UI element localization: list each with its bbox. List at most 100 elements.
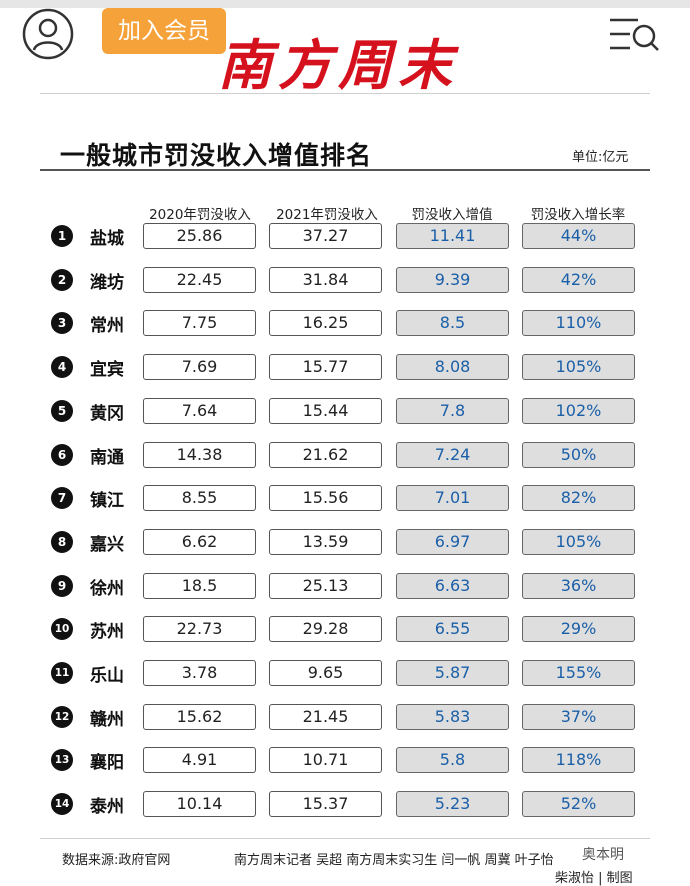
rank-badge: 4 (51, 356, 73, 378)
cell-rate: 102% (522, 398, 635, 424)
cell-y2021: 29.28 (269, 616, 382, 642)
cell-y2021: 15.56 (269, 485, 382, 511)
cell-increase: 5.23 (396, 791, 509, 817)
cell-y2021: 15.77 (269, 354, 382, 380)
cell-rate: 29% (522, 616, 635, 642)
cell-rate: 82% (522, 485, 635, 511)
data-source: 数据来源:政府官网 (62, 853, 171, 868)
rank-badge: 1 (51, 225, 73, 247)
cell-y2020: 7.69 (143, 354, 256, 380)
cell-y2021: 37.27 (269, 223, 382, 249)
cell-y2020: 4.91 (143, 747, 256, 773)
cell-increase: 6.97 (396, 529, 509, 555)
column-header-increase: 罚没收入增值 (411, 207, 493, 223)
rank-badge: 2 (51, 269, 73, 291)
cell-y2021: 21.45 (269, 704, 382, 730)
cell-y2021: 10.71 (269, 747, 382, 773)
cell-rate: 105% (522, 529, 635, 555)
cell-y2020: 7.75 (143, 310, 256, 336)
cell-rate: 118% (522, 747, 635, 773)
join-member-button[interactable]: 加入会员 (102, 8, 226, 54)
cell-y2021: 25.13 (269, 573, 382, 599)
rank-badge: 6 (51, 444, 73, 466)
city-name: 黄冈 (90, 404, 124, 424)
cell-rate: 42% (522, 267, 635, 293)
cell-y2020: 7.64 (143, 398, 256, 424)
rank-badge: 7 (51, 487, 73, 509)
cell-rate: 110% (522, 310, 635, 336)
rank-badge: 13 (51, 749, 73, 771)
cell-increase: 7.8 (396, 398, 509, 424)
table-title: 一般城市罚没收入增值排名 (60, 141, 373, 170)
cell-y2021: 16.25 (269, 310, 382, 336)
cell-increase: 6.63 (396, 573, 509, 599)
column-header-2020: 2020年罚没收入 (149, 207, 251, 223)
cell-increase: 8.5 (396, 310, 509, 336)
cell-rate: 155% (522, 660, 635, 686)
city-name: 泰州 (90, 797, 124, 817)
rank-badge: 5 (51, 400, 73, 422)
cell-y2020: 15.62 (143, 704, 256, 730)
watermark: 奥本明 (582, 847, 624, 863)
status-strip (0, 0, 690, 8)
unit-label: 单位:亿元 (572, 150, 629, 165)
cell-y2021: 21.62 (269, 442, 382, 468)
cell-y2020: 25.86 (143, 223, 256, 249)
cell-increase: 11.41 (396, 223, 509, 249)
cell-increase: 8.08 (396, 354, 509, 380)
rank-badge: 3 (51, 312, 73, 334)
cell-rate: 44% (522, 223, 635, 249)
cell-increase: 7.01 (396, 485, 509, 511)
column-header-2021: 2021年罚没收入 (276, 207, 378, 223)
city-name: 潍坊 (90, 273, 124, 293)
credits: 南方周末记者 吴超 南方周末实习生 闫一帆 周冀 叶子怡 (234, 853, 554, 868)
cell-increase: 6.55 (396, 616, 509, 642)
cell-rate: 36% (522, 573, 635, 599)
title-divider (40, 169, 650, 171)
cell-y2021: 15.37 (269, 791, 382, 817)
cell-increase: 7.24 (396, 442, 509, 468)
cell-increase: 5.87 (396, 660, 509, 686)
city-name: 宜宾 (90, 360, 124, 380)
credits-line2: 柴淑怡 | 制图 (555, 871, 633, 886)
city-name: 盐城 (90, 229, 124, 249)
cell-y2020: 22.45 (143, 267, 256, 293)
cell-increase: 9.39 (396, 267, 509, 293)
rank-badge: 8 (51, 531, 73, 553)
city-name: 镇江 (90, 491, 124, 511)
column-header-rate: 罚没收入增长率 (530, 207, 626, 223)
city-name: 常州 (90, 316, 124, 336)
cell-y2021: 9.65 (269, 660, 382, 686)
cell-rate: 37% (522, 704, 635, 730)
menu-search-icon[interactable] (606, 12, 660, 56)
footer-divider (40, 838, 650, 839)
cell-y2020: 14.38 (143, 442, 256, 468)
brand-logo: 南方周末 (218, 33, 458, 97)
cell-y2021: 31.84 (269, 267, 382, 293)
city-name: 乐山 (90, 666, 124, 686)
cell-y2020: 10.14 (143, 791, 256, 817)
cell-increase: 5.83 (396, 704, 509, 730)
city-name: 嘉兴 (90, 535, 124, 555)
cell-y2020: 22.73 (143, 616, 256, 642)
cell-rate: 105% (522, 354, 635, 380)
cell-rate: 52% (522, 791, 635, 817)
cell-y2020: 8.55 (143, 485, 256, 511)
city-name: 南通 (90, 448, 124, 468)
header-divider (40, 93, 650, 94)
cell-y2020: 18.5 (143, 573, 256, 599)
cell-y2021: 13.59 (269, 529, 382, 555)
rank-badge: 9 (51, 575, 73, 597)
rank-badge: 12 (51, 706, 73, 728)
city-name: 襄阳 (90, 753, 124, 773)
rank-badge: 11 (51, 662, 73, 684)
cell-y2020: 6.62 (143, 529, 256, 555)
cell-y2021: 15.44 (269, 398, 382, 424)
city-name: 赣州 (90, 710, 124, 730)
cell-y2020: 3.78 (143, 660, 256, 686)
city-name: 徐州 (90, 579, 124, 599)
cell-rate: 50% (522, 442, 635, 468)
user-avatar-icon[interactable] (22, 8, 74, 60)
rank-badge: 14 (51, 793, 73, 815)
rank-badge: 10 (51, 618, 73, 640)
